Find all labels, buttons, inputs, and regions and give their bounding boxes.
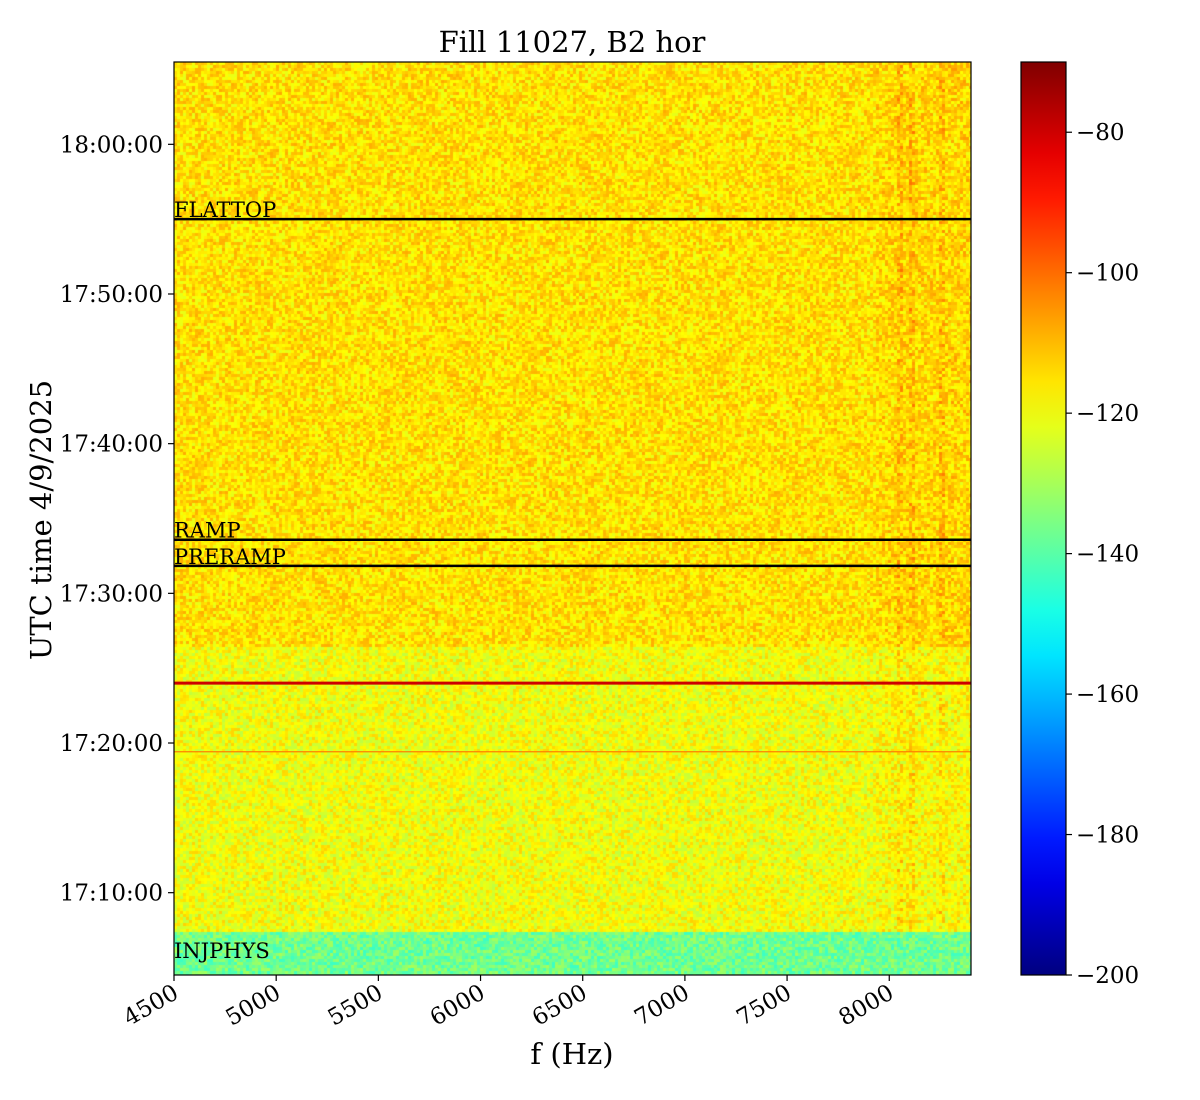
plot-frame [173, 61, 972, 976]
x-axis: 4500 5000 5500 6000 6500 7000 7500 8000 [119, 975, 898, 1031]
colorbar-tick-label: −160 [1076, 682, 1139, 708]
x-tick-label: 6500 [528, 980, 592, 1032]
colorbar-tick-label: −80 [1076, 120, 1125, 146]
x-tick-label: 8000 [835, 980, 899, 1032]
phase-label: RAMP [174, 519, 241, 543]
colorbar: −80 −100 −120 −140 −160 −180 −200 [1020, 61, 1139, 989]
colorbar-tick-label: −200 [1076, 963, 1139, 989]
phase-label: PRERAMP [174, 545, 286, 569]
x-tick-label: 7000 [630, 980, 694, 1032]
phase-label: INJPHYS [174, 939, 270, 963]
y-axis: 17:10:00 17:20:00 17:30:00 17:40:00 17:50:00… [60, 132, 174, 907]
y-tick-label: 17:10:00 [60, 881, 163, 907]
y-tick-label: 17:20:00 [60, 731, 163, 757]
colorbar-gradient [1020, 61, 1067, 976]
y-axis-label: UTC time 4/9/2025 [24, 380, 58, 660]
y-tick-label: 17:40:00 [60, 432, 163, 458]
phase-label: FLATTOP [174, 198, 276, 222]
x-tick-label: 5000 [221, 980, 285, 1032]
chart-title: Fill 11027, B2 hor [439, 25, 706, 59]
heatmap-image [174, 62, 971, 975]
y-tick-label: 17:50:00 [60, 282, 163, 308]
x-tick-label: 4500 [119, 980, 183, 1032]
y-tick-label: 18:00:00 [60, 132, 163, 158]
colorbar-tick-label: −100 [1076, 261, 1139, 287]
colorbar-tick-label: −140 [1076, 542, 1139, 568]
y-tick-label: 17:30:00 [60, 581, 163, 607]
x-tick-label: 6000 [426, 980, 490, 1032]
x-axis-label: f (Hz) [530, 1037, 613, 1071]
x-tick-label: 5500 [324, 980, 388, 1032]
plot-area [173, 61, 972, 976]
x-tick-label: 7500 [732, 980, 796, 1032]
colorbar-tick-label: −180 [1076, 823, 1139, 849]
colorbar-tick-label: −120 [1076, 401, 1139, 427]
